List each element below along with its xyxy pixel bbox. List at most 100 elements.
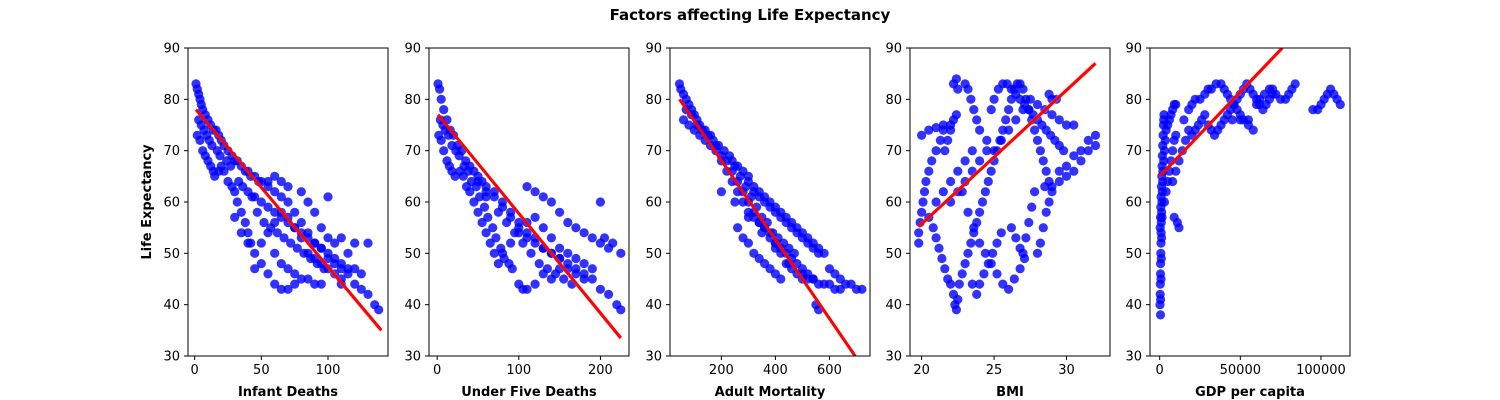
scatter-point bbox=[989, 94, 999, 104]
scatter-point bbox=[943, 135, 953, 145]
scatter-point bbox=[1290, 79, 1300, 89]
y-tick-label: 70 bbox=[163, 144, 180, 159]
scatter-point bbox=[259, 217, 269, 228]
scatter-point bbox=[776, 274, 786, 284]
y-tick-label: 90 bbox=[404, 42, 421, 57]
scatter-point bbox=[550, 269, 561, 279]
scatter-point bbox=[1035, 146, 1045, 156]
scatter-point bbox=[927, 156, 937, 166]
x-tick-label: 100000 bbox=[1296, 363, 1346, 378]
scatter-point bbox=[546, 197, 557, 207]
scatter-point bbox=[616, 305, 626, 315]
scatter-point bbox=[363, 238, 373, 248]
scatter-point bbox=[1161, 187, 1171, 197]
x-tick-label: 100 bbox=[316, 363, 341, 378]
y-tick-label: 70 bbox=[1125, 144, 1142, 159]
x-tick-label: 0 bbox=[1156, 363, 1164, 378]
scatter-point bbox=[946, 279, 956, 289]
scatter-point bbox=[1047, 182, 1057, 192]
regression-line bbox=[194, 108, 383, 332]
y-tick-label: 80 bbox=[645, 93, 662, 108]
x-tick-label: 20 bbox=[913, 363, 930, 378]
scatter-point bbox=[743, 171, 754, 181]
scatter-point bbox=[256, 197, 266, 207]
scatter-point bbox=[1006, 223, 1017, 233]
y-tick-label: 60 bbox=[163, 196, 180, 211]
subplot-panels: 30 40 50 60 70 80 90 0 50 100 Infant Deaths 30 40 50 6… bbox=[163, 42, 1351, 400]
scatter-point bbox=[1038, 156, 1048, 166]
x-axis-label: BMI bbox=[996, 385, 1024, 400]
scatter-point bbox=[286, 238, 296, 248]
scatter-point bbox=[316, 223, 326, 233]
plot-area bbox=[433, 79, 626, 342]
scatter-point bbox=[917, 130, 927, 140]
y-tick-label: 50 bbox=[645, 247, 662, 262]
scatter-point bbox=[966, 94, 976, 104]
scatter-point bbox=[937, 253, 947, 264]
scatter-point bbox=[924, 166, 934, 176]
regression-line bbox=[917, 62, 1097, 228]
scatter-point bbox=[1155, 310, 1166, 320]
scatter-point bbox=[436, 135, 446, 145]
scatter-point bbox=[530, 187, 540, 197]
y-tick-label: 30 bbox=[1125, 350, 1142, 365]
scatter-point bbox=[538, 223, 548, 233]
scatter-point bbox=[306, 253, 316, 264]
scatter-point bbox=[230, 212, 240, 222]
y-tick-label: 80 bbox=[404, 93, 421, 108]
scatter-point bbox=[571, 223, 581, 233]
scatter-point bbox=[1044, 89, 1054, 99]
scatter-point bbox=[219, 166, 229, 176]
scatter-point bbox=[256, 259, 266, 269]
scatter-point bbox=[733, 223, 743, 233]
x-tick-label: 30 bbox=[1058, 363, 1075, 378]
scatter-point bbox=[604, 243, 614, 253]
scatter-point bbox=[1041, 207, 1051, 217]
scatter-point bbox=[276, 176, 286, 187]
scatter-point bbox=[1168, 176, 1178, 187]
scatter-point bbox=[738, 197, 748, 207]
scatter-point bbox=[236, 207, 246, 217]
scatter-point bbox=[931, 123, 941, 133]
scatter-point bbox=[312, 259, 322, 269]
scatter-point bbox=[963, 248, 973, 258]
x-tick-label: 0 bbox=[433, 363, 441, 378]
scatter-point bbox=[1069, 120, 1079, 130]
scatter-point bbox=[1174, 223, 1184, 233]
scatter-point bbox=[595, 284, 606, 294]
y-tick-label: 30 bbox=[645, 350, 662, 365]
scatter-point bbox=[316, 243, 326, 253]
scatter-point bbox=[444, 130, 454, 140]
scatter-point bbox=[953, 166, 963, 176]
scatter-point bbox=[1009, 274, 1019, 284]
scatter-point bbox=[1076, 156, 1086, 166]
x-tick-label: 0 bbox=[191, 363, 199, 378]
scatter-point bbox=[741, 182, 751, 192]
scatter-point bbox=[1156, 274, 1166, 284]
scatter-point bbox=[310, 279, 320, 289]
scatter-point bbox=[250, 248, 260, 258]
scatter-point bbox=[563, 248, 573, 258]
scatter-point bbox=[510, 228, 520, 238]
scatter-point bbox=[1011, 115, 1021, 125]
y-tick-label: 80 bbox=[885, 93, 902, 108]
scatter-point bbox=[595, 197, 606, 207]
scatter-point bbox=[963, 207, 973, 217]
scatter-point bbox=[343, 248, 353, 258]
scatter-point bbox=[243, 228, 253, 238]
y-tick-label: 90 bbox=[163, 42, 180, 57]
scatter-point bbox=[969, 105, 979, 115]
scatter-point bbox=[938, 120, 948, 130]
scatter-point bbox=[488, 223, 498, 233]
scatter-point bbox=[252, 207, 262, 217]
scatter-point bbox=[975, 207, 985, 217]
scatter-point bbox=[1200, 110, 1210, 120]
scatter-point bbox=[914, 228, 924, 238]
y-tick-label: 40 bbox=[885, 298, 902, 313]
scatter-point bbox=[1041, 166, 1051, 176]
scatter-point bbox=[1054, 166, 1064, 176]
scatter-point bbox=[571, 253, 581, 264]
subplot-5: 30 40 50 60 70 80 90 0 50000 100000 GDP per capita bbox=[1125, 42, 1351, 400]
scatter-point bbox=[1180, 135, 1191, 145]
scatter-point bbox=[436, 94, 446, 104]
